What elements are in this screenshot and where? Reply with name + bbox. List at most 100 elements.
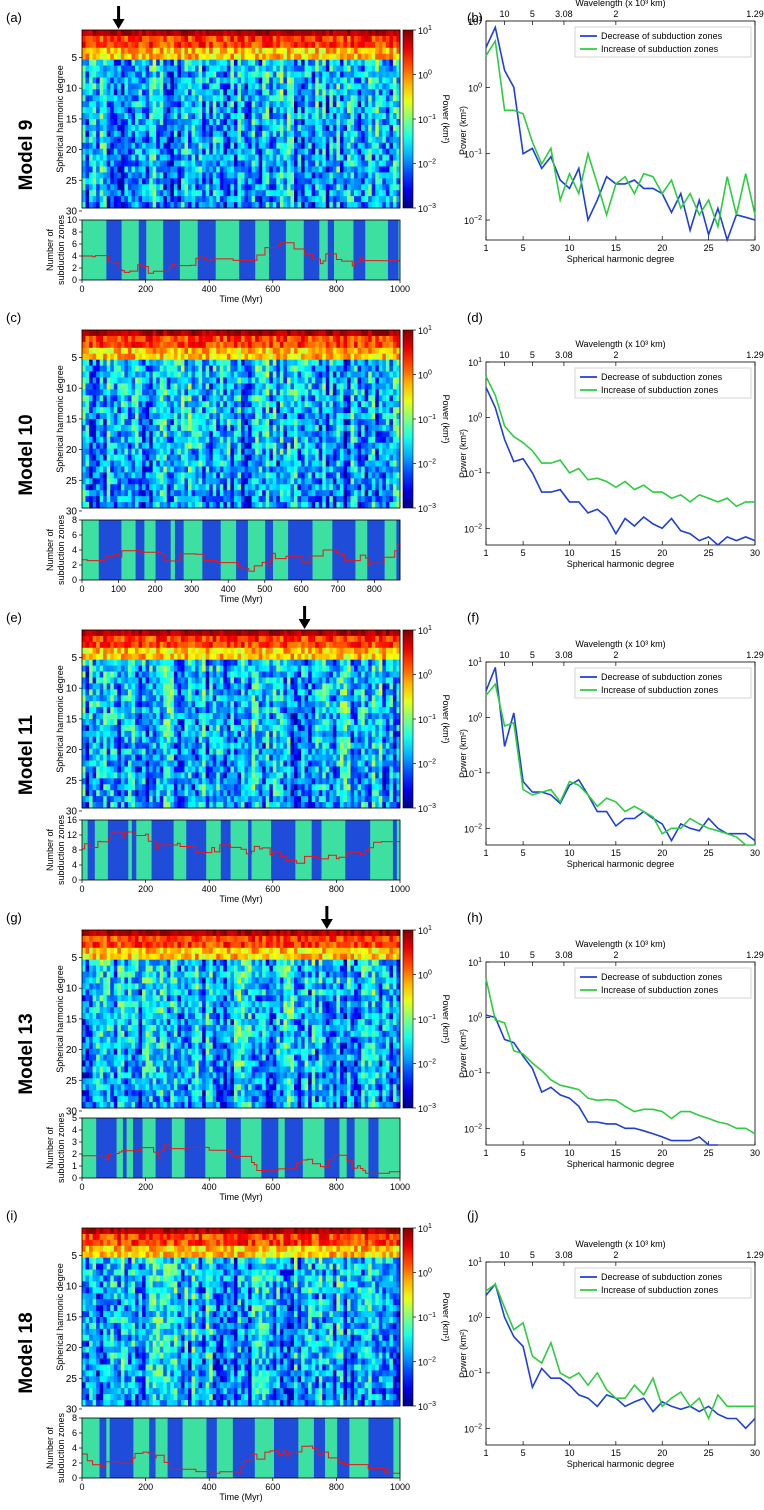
heatmap-cell (170, 89, 175, 96)
heatmap-cell (142, 460, 146, 467)
heatmap-cell (152, 347, 157, 355)
heatmap-cell (212, 95, 217, 102)
heatmap-cell (184, 502, 189, 509)
heatmap-cell (120, 496, 125, 503)
heatmap-cell (152, 490, 157, 497)
heatmap-cell (226, 353, 231, 361)
heatmap-cell (156, 77, 161, 84)
heatmap-cell (237, 166, 242, 173)
heatmap-cell (124, 95, 129, 102)
heatmap-cell (375, 95, 380, 102)
heatmap-cell (336, 77, 341, 84)
heatmap-cell (258, 424, 263, 432)
heatmap-cell (318, 130, 323, 138)
heatmap-cell (315, 124, 320, 132)
heatmap-cell (82, 77, 86, 84)
heatmap-cell (315, 160, 320, 167)
heatmap-cell (226, 330, 231, 337)
heatmap-cell (106, 83, 111, 90)
heatmap-cell (294, 113, 298, 120)
heatmap-cell (262, 89, 267, 96)
heatmap-cell (329, 190, 334, 197)
heatmap-cell (396, 30, 401, 37)
heatmap-cell (180, 178, 185, 185)
heatmap-cell (311, 347, 316, 355)
heatmap-cell (283, 407, 288, 414)
heatmap-cell (209, 30, 214, 37)
heatmap-cell (241, 124, 245, 132)
heatmap-cell (290, 478, 295, 485)
heatmap-cell (237, 83, 242, 90)
heatmap-cell (216, 107, 221, 114)
heatmap-cell (297, 383, 302, 390)
strip-segment (365, 220, 389, 280)
heatmap-cell (99, 59, 104, 66)
heatmap-cell (145, 71, 150, 78)
heatmap-cell (255, 478, 260, 485)
heatmap-cell (159, 430, 164, 438)
heatmap-cell (361, 196, 366, 203)
heatmap-cell (191, 119, 196, 126)
heatmap-cell (283, 330, 288, 337)
heatmap-cell (156, 196, 161, 203)
heatmap-cell (315, 77, 320, 84)
heatmap-cell (120, 47, 125, 55)
heatmap-cell (138, 130, 143, 138)
heatmap-cell (103, 166, 108, 173)
heatmap-cell (226, 154, 231, 161)
heatmap-cell (290, 377, 295, 384)
heatmap-cell (272, 136, 277, 144)
heatmap-cell (216, 413, 221, 420)
heatmap-cell (82, 347, 86, 355)
heatmap-cell (230, 424, 235, 432)
heatmap-cell (396, 95, 401, 102)
heatmap-cell (269, 341, 274, 349)
heatmap-cell (223, 77, 228, 84)
heatmap-cell (241, 142, 245, 150)
heatmap-cell (318, 353, 323, 361)
heatmap-cell (202, 330, 207, 337)
heatmap-cell (89, 442, 93, 450)
heatmap-cell (385, 119, 390, 126)
heatmap-cell (258, 77, 263, 84)
heatmap-cell (279, 148, 284, 155)
heatmap-cell (205, 383, 210, 390)
heatmap-cell (322, 142, 327, 150)
heatmap-cell (223, 413, 228, 420)
heatmap-cell (251, 202, 256, 209)
heatmap-cell (209, 365, 214, 372)
heatmap-cell (322, 383, 327, 390)
heatmap-cell (392, 35, 397, 43)
heatmap-cell (202, 95, 207, 102)
heatmap-cell (276, 65, 281, 72)
heatmap-cell (166, 413, 171, 420)
heatmap-cell (117, 184, 122, 191)
heatmap-cell (233, 436, 238, 444)
heatmap-cell (279, 419, 284, 426)
heatmap-cell (131, 35, 136, 43)
heatmap-cell (99, 107, 104, 114)
heatmap-cell (265, 113, 270, 120)
heatmap-cell (127, 359, 132, 366)
heatmap-cell (142, 330, 146, 337)
heatmap-cell (85, 59, 90, 66)
heatmap-cell (188, 466, 192, 473)
heatmap-cell (170, 166, 175, 173)
heatmap-cell (269, 466, 274, 473)
heatmap-cell (202, 424, 207, 432)
heatmap-cell (166, 365, 171, 372)
heatmap-cell (283, 71, 288, 78)
heatmap-cell (265, 377, 270, 384)
heatmap-cell (223, 448, 228, 455)
heatmap-cell (368, 196, 373, 203)
heatmap-cell (233, 196, 238, 203)
heatmap-cell (248, 460, 252, 467)
heatmap-cell (198, 502, 203, 509)
heatmap-cell (318, 407, 323, 414)
heatmap-cell (92, 89, 97, 96)
heatmap-cell (142, 107, 146, 114)
heatmap-cell (290, 472, 295, 479)
heatmap-cell (290, 365, 295, 372)
heatmap-cell (113, 341, 118, 349)
heatmap-cell (110, 436, 115, 444)
